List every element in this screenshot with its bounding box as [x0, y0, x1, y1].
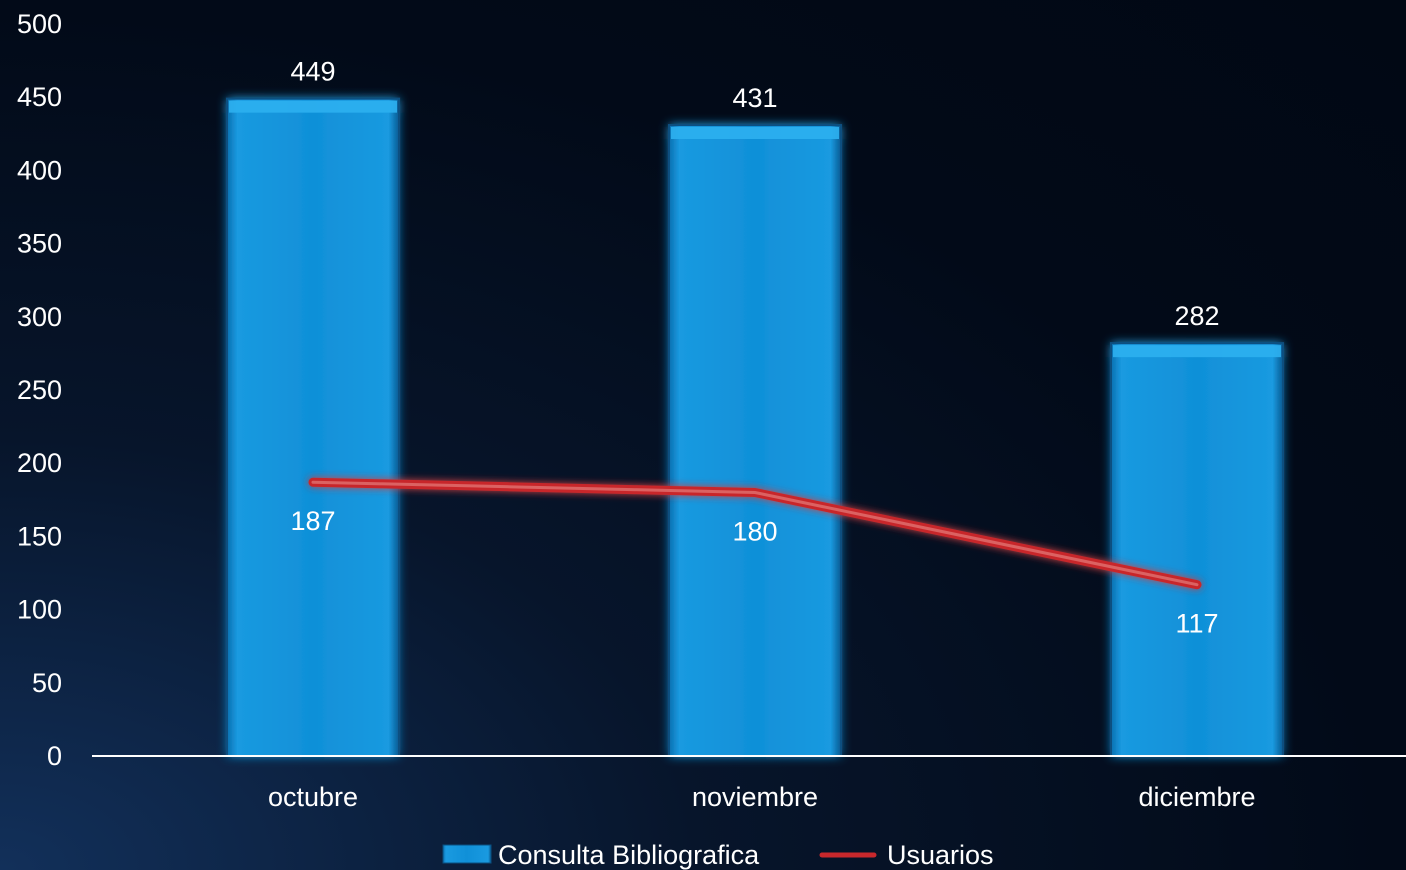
line-value-label: 187	[290, 506, 335, 536]
line-value-label: 117	[1175, 609, 1218, 639]
y-tick-label: 200	[17, 448, 62, 478]
bar-value-label: 282	[1174, 301, 1219, 331]
legend-label: Usuarios	[887, 840, 994, 870]
bar-body	[668, 124, 842, 758]
y-tick-label: 500	[17, 9, 62, 39]
y-tick-label: 400	[17, 155, 62, 185]
legend: Consulta Bibliografica Usuarios	[442, 840, 994, 870]
line-series	[308, 477, 1202, 590]
y-tick-label: 100	[17, 595, 62, 625]
data-labels: 449 431 282 187 180 117	[290, 57, 1219, 639]
legend-item-consulta: Consulta Bibliografica	[442, 840, 760, 870]
x-category-label: noviembre	[692, 782, 818, 812]
bar	[668, 124, 842, 758]
bar	[226, 97, 400, 757]
bar-series	[226, 97, 1284, 758]
bar-top-highlight	[1113, 345, 1281, 358]
bar-value-label: 449	[290, 57, 335, 87]
y-tick-label: 250	[17, 375, 62, 405]
line-value-label: 180	[732, 516, 777, 546]
legend-item-usuarios: Usuarios	[819, 840, 994, 870]
x-category-label: diciembre	[1138, 782, 1255, 812]
y-tick-label: 300	[17, 302, 62, 332]
x-category-label: octubre	[268, 782, 358, 812]
bar-top-highlight	[671, 127, 839, 140]
bar-body	[1110, 342, 1284, 757]
bar-top-highlight	[229, 100, 397, 113]
y-axis-ticks: 0 50 100 150 200 250 300 350 400 450 500	[17, 9, 62, 771]
bar-body	[226, 97, 400, 757]
y-tick-label: 0	[47, 741, 62, 771]
y-tick-label: 450	[17, 82, 62, 112]
legend-swatch-bar	[442, 844, 492, 864]
y-tick-label: 50	[32, 668, 62, 698]
y-tick-label: 350	[17, 229, 62, 259]
bar-value-label: 431	[732, 83, 777, 113]
bar	[1110, 342, 1284, 757]
y-tick-label: 150	[17, 521, 62, 551]
legend-label: Consulta Bibliografica	[498, 840, 760, 870]
x-axis-categories: octubre noviembre diciembre	[268, 782, 1256, 812]
